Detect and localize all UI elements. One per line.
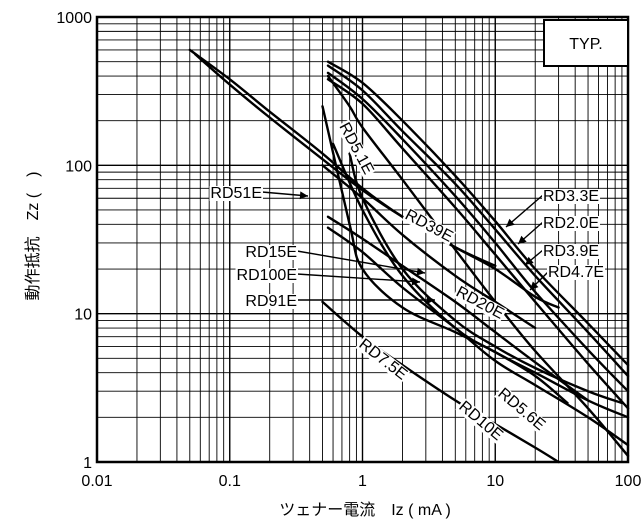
curve-rd15e [326,215,590,402]
curve-rd91e [326,226,630,447]
label-arrowhead-rd15e [416,267,425,276]
curve-rd20e [321,164,537,330]
label-arrowhead-rd4-7e [530,281,539,290]
label-group-rd4-7e: RD4.7E [547,264,606,281]
label-leader-rd15e [296,250,426,274]
x-tick-label: 0.01 [81,473,112,490]
curve-rd7-5e [321,300,560,464]
curve-label-bg-rd51e [209,186,263,201]
label-group-rd100e: RD100E [235,267,298,284]
tick-labels: 0.01 0.1 1 10 100 1 10 100 1000 [56,10,641,490]
label-group-rd91e: RD91E [244,293,298,310]
curve-label-rd91e: RD91E [245,293,297,310]
curve-label-bg-rd7-5e [355,335,411,384]
curve-label-rd100e: RD100E [237,267,297,284]
curve-rd3-9e [326,71,630,393]
x-tick-label: 1 [358,473,367,490]
curve-rd4-7e [326,78,630,410]
label-arrowhead-rd3-9e [525,256,534,265]
curve-label-bg-rd4-7e [547,265,606,280]
curve-rd5-6e [331,142,630,419]
curve-label-bg-rd100e [235,268,298,283]
label-arrowhead-rd100e [411,277,420,286]
curves [188,48,630,464]
curve-label-bg-rd3-3e [542,189,601,204]
curve-labels: RD2.0ERD3.3ERD3.9ERD4.7ERD5.1ERD39ERD51E… [209,119,606,445]
label-arrowhead-rd3-3e [506,218,515,227]
y-tick-label: 100 [65,158,92,175]
curve-label-rd51e: RD51E [210,185,262,202]
x-axis-label: ツェナー電流 Iz ( mA ) [279,501,451,519]
label-leader-rd3-3e [505,194,544,228]
curve-label-rd3-9e: RD3.9E [543,243,599,260]
curve-label-bg-rd39e [401,206,457,246]
typ-label: TYP. [569,36,603,53]
curve-label-bg-rd2-0e [542,216,601,231]
x-tick-label: 0.1 [219,473,241,490]
curve-label-bg-rd3-9e [542,244,601,259]
curve-label-bg-rd15e [244,245,298,260]
curve-rd10e [348,152,624,405]
label-group-rd51e: RD51E [209,185,263,202]
curve-label-bg-rd20e [452,283,508,323]
label-group-rd2-0e: RD2.0E [542,215,601,232]
curve-label-rd15e: RD15E [245,244,297,261]
curve-rd51e [194,53,560,309]
curve-label-bg-rd10e [455,398,506,445]
curve-label-rd5-6e: RD5.6E [494,385,548,434]
label-group-rd20e: RD20E [452,283,508,323]
label-group-rd3-9e: RD3.9E [542,243,601,260]
label-group-rd15e: RD15E [244,244,298,261]
curve-label-rd10e: RD10E [455,398,505,444]
x-tick-label: 10 [486,473,504,490]
label-group-rd10e: RD10E [455,398,506,445]
label-group-rd3-3e: RD3.3E [542,188,601,205]
label-leader-rd100e [296,273,421,283]
curve-label-bg-rd91e [244,294,298,309]
curve-label-bg-rd5-6e [494,385,549,434]
curve-label-rd3-3e: RD3.3E [543,188,599,205]
label-arrowhead-rd2-0e [518,235,527,244]
y-tick-label: 1 [83,455,92,472]
plot-border [95,15,630,464]
curve-label-rd7-5e: RD7.5E [356,336,411,384]
y-tick-label: 1000 [56,10,92,27]
curve-label-rd20e: RD20E [453,284,507,323]
label-arrowhead-rd51e [299,191,308,200]
plot-frame [95,15,630,464]
y-axis-label: 動作抵抗 Zz ( ) [24,172,42,301]
y-tick-label: 10 [74,307,92,324]
x-tick-label: 100 [615,473,642,490]
curve-rd2-0e [326,60,630,367]
label-arrowhead-rd91e [427,296,435,304]
curve-label-rd2-0e: RD2.0E [543,215,599,232]
curve-rd3-3e [326,64,630,378]
curve-label-bg-rd5-1e [335,119,377,178]
typ-box [543,19,629,67]
curve-rd100e [321,105,569,405]
curve-label-rd4-7e: RD4.7E [548,264,604,281]
